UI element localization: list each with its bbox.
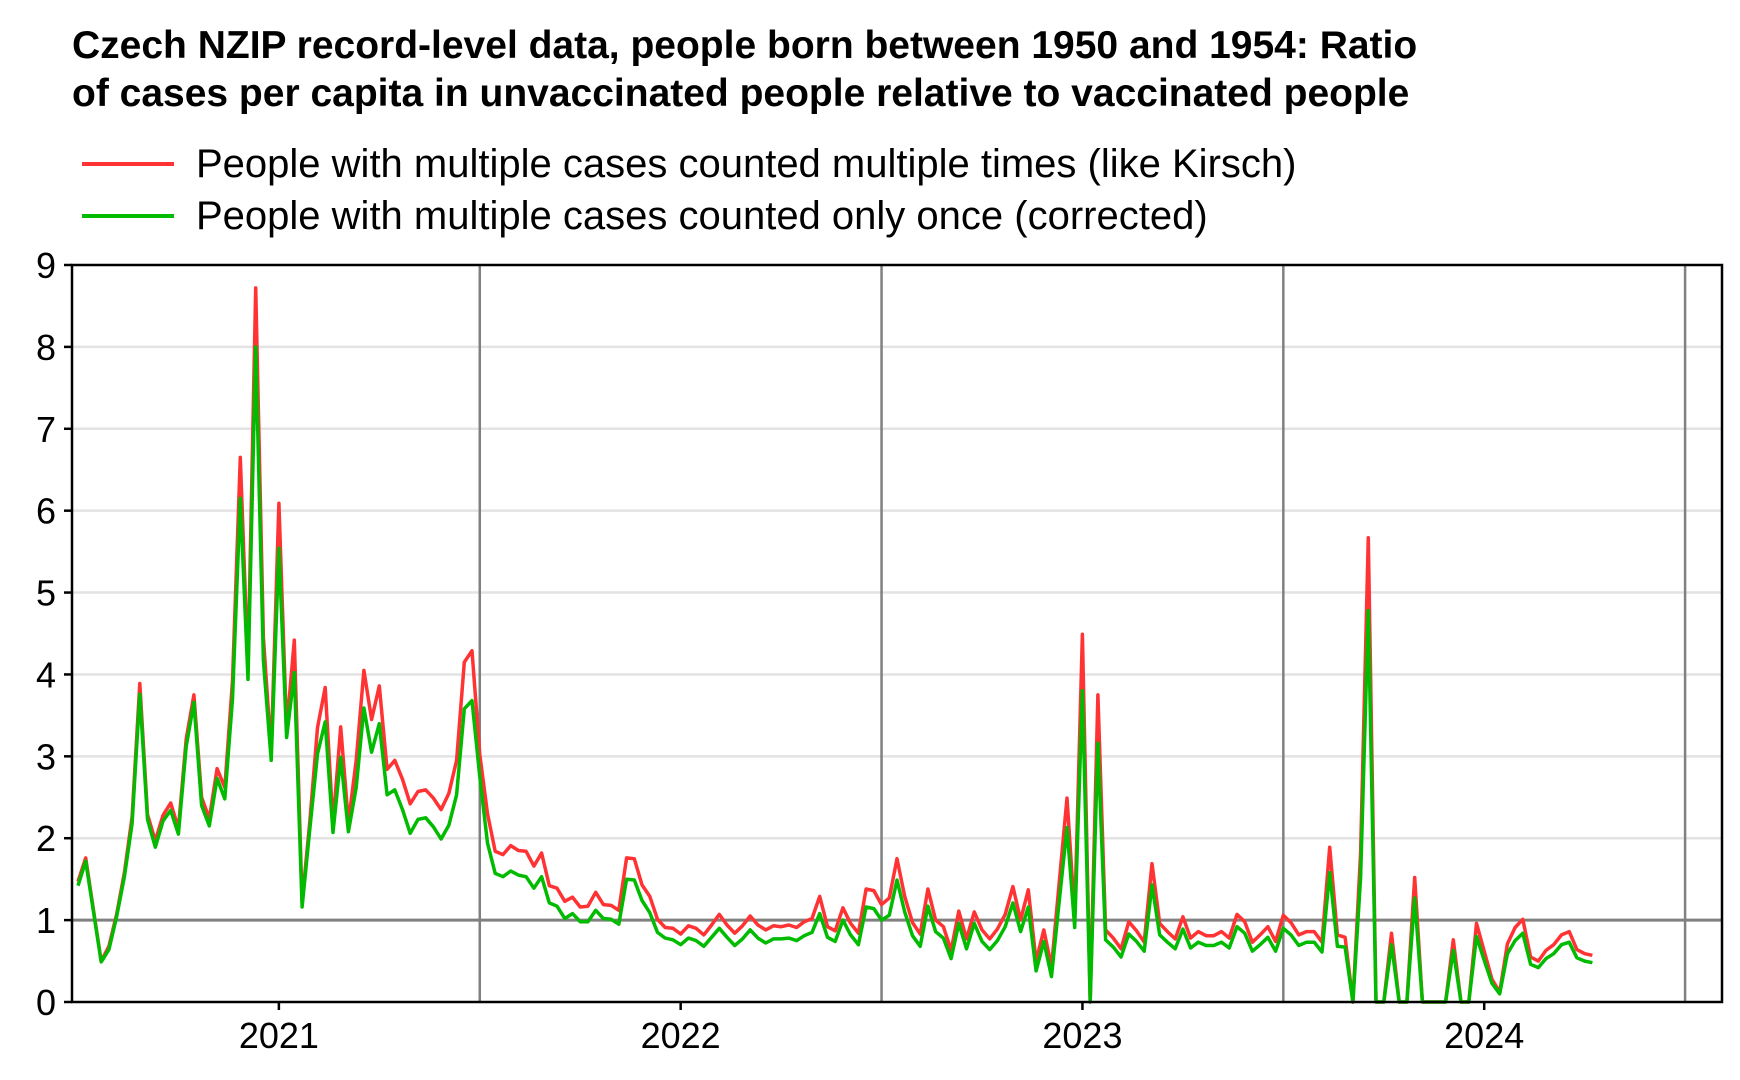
year-boundary-lines	[478, 265, 1687, 1002]
x-tick-label-2021: 2021	[239, 1015, 319, 1056]
y-tick-label-0: 0	[36, 982, 56, 1023]
x-tick-label-2024: 2024	[1444, 1015, 1524, 1056]
x-axis: 2021 2022 2023 2024	[239, 1002, 1524, 1056]
y-tick-label-9: 9	[36, 245, 56, 286]
chart-title-line-1: Czech NZIP record-level data, people bor…	[72, 24, 1418, 67]
series-layer	[76, 286, 1593, 1004]
plot-frame	[70, 263, 1724, 1004]
y-tick-label-7: 7	[36, 409, 56, 450]
y-tick-label-8: 8	[36, 327, 56, 368]
y-tick-label-4: 4	[36, 654, 56, 695]
x-tick-label-2023: 2023	[1042, 1015, 1122, 1056]
y-tick-label-1: 1	[36, 900, 56, 941]
y-tick-label-2: 2	[36, 818, 56, 859]
legend-label-corrected: People with multiple cases counted only …	[196, 193, 1208, 238]
x-tick-label-2022: 2022	[641, 1015, 721, 1056]
chart-title-line-2: of cases per capita in unvaccinated peop…	[72, 72, 1410, 115]
legend-label-kirsch: People with multiple cases counted multi…	[196, 141, 1297, 186]
series-line-kirsch	[76, 286, 1593, 1004]
horizontal-gridlines	[72, 345, 1722, 840]
legend-item-corrected: People with multiple cases counted only …	[82, 190, 1208, 242]
y-tick-label-6: 6	[36, 491, 56, 532]
y-tick-label-5: 5	[36, 573, 56, 614]
legend-item-kirsch: People with multiple cases counted multi…	[82, 138, 1296, 190]
series-line-corrected	[76, 345, 1593, 1004]
legend-swatch-kirsch	[82, 162, 174, 166]
legend-swatch-corrected	[82, 214, 174, 218]
chart-title: Czech NZIP record-level data, people bor…	[72, 22, 1712, 118]
y-axis: 0 1 2 3 4 5 6 7 8 9	[36, 245, 72, 1023]
y-tick-label-3: 3	[36, 736, 56, 777]
